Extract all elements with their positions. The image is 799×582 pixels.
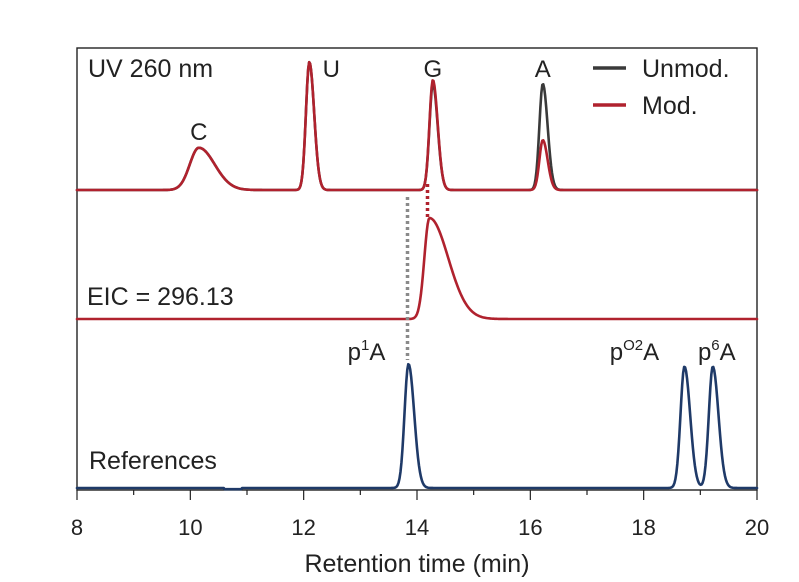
x-axis: 8 10 12 14 16 18 20 bbox=[71, 490, 769, 540]
legend: Unmod. Mod. bbox=[593, 55, 730, 120]
x-tick-label: 18 bbox=[631, 515, 655, 540]
legend-label-mod: Mod. bbox=[642, 92, 698, 120]
peak-label: A bbox=[535, 56, 551, 83]
trace-panel2-series1 bbox=[75, 216, 759, 321]
x-tick-label: 10 bbox=[178, 515, 202, 540]
panel-labels: UV 260 nm EIC = 296.13 References bbox=[87, 55, 234, 475]
peak-label: U bbox=[323, 56, 340, 83]
trace-panel3-series1 bbox=[75, 362, 759, 491]
peak-label: G bbox=[424, 56, 443, 83]
legend-label-unmod: Unmod. bbox=[642, 55, 730, 83]
panel-label: EIC = 296.13 bbox=[87, 283, 234, 311]
reference-peak-label: pO2A bbox=[610, 337, 659, 366]
trace-layer bbox=[75, 60, 759, 491]
x-tick-label: 14 bbox=[405, 515, 429, 540]
panel-label: References bbox=[89, 447, 217, 475]
panel-label: UV 260 nm bbox=[88, 55, 213, 83]
reference-peak-label: p6A bbox=[698, 337, 736, 366]
x-tick-label: 12 bbox=[291, 515, 315, 540]
x-tick-label: 16 bbox=[518, 515, 542, 540]
trace-panel1-series2 bbox=[75, 60, 759, 192]
marker-layer bbox=[405, 184, 430, 360]
x-tick-label: 20 bbox=[745, 515, 769, 540]
x-axis-title: Retention time (min) bbox=[304, 550, 529, 578]
reference-peak-label: p1A bbox=[348, 337, 386, 366]
x-tick-label: 8 bbox=[71, 515, 83, 540]
peak-label: C bbox=[190, 119, 207, 146]
